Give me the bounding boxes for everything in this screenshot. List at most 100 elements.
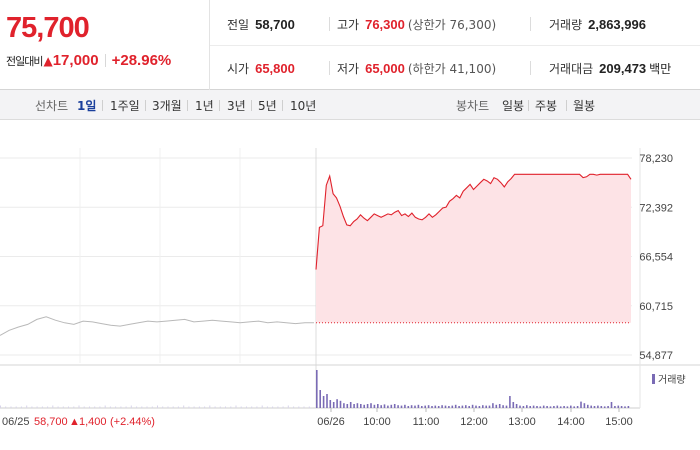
tab-1-year[interactable]: 1년 [195,99,214,113]
volume-bar [444,405,447,408]
volume-bar [414,405,416,408]
volume-bar [366,404,369,408]
volume-bar [62,406,64,408]
volume-bar [298,406,300,408]
y-tick-label: 66,554 [639,252,673,264]
volume-bar [451,405,454,408]
volume-bar [559,406,562,408]
chart-period-tabs: 선차트 1일 1주일 3개월 1년 3년 5년 10년 봉차트 일봉 주봉 월봉 [0,90,700,120]
volume-bar [441,405,443,408]
volume-bar [397,405,399,408]
volume-bar [407,406,410,408]
volume-bar [177,406,179,408]
volume-bar [583,403,586,408]
tab-weekly-candle[interactable]: 주봉 [535,99,558,113]
volume-bar [563,406,565,408]
volume-bar [570,405,572,408]
chart-svg: 78,230 72,392 66,554 60,715 54,877 거래량 06/25 58… [0,148,700,428]
volume-bar [225,406,226,408]
volume-bar [495,404,498,408]
volume-bar [387,405,389,408]
volume-bar [256,406,258,408]
tab-daily-candle[interactable]: 일봉 [502,99,525,113]
divider [104,54,106,67]
volume-label: 거래량 [549,17,583,32]
volume-bar [343,403,345,408]
volume-bar [322,396,325,408]
tab-1-day[interactable]: 1일 [77,99,97,113]
volume-bar [458,406,460,408]
low-label: 저가 [337,61,360,76]
volume-bar [465,405,467,408]
x-tick-label: 13:00 [508,416,536,428]
volume-bar [390,404,393,408]
volume-bar [136,406,138,408]
lower-limit: (하한가 41,100) [407,61,497,76]
volume-bar [353,404,355,408]
volume-bar [251,406,253,408]
volume-bar [393,404,396,408]
volume: 거래량 2,863,996 [549,14,646,34]
volume-bar [209,405,211,408]
volume-bar [346,404,349,408]
divider [329,61,330,75]
volume-bar [83,406,85,408]
volume-bar [539,406,542,408]
low-value: 65,000 [365,60,405,76]
tab-monthly-candle[interactable]: 월봉 [573,99,596,113]
candle-chart-label: 봉차트 [456,99,490,113]
volume-bar [529,406,531,408]
volume-bar [566,406,569,408]
today-price-line [315,173,632,270]
x-tick-label: 10:00 [363,416,391,428]
volume-bar [36,406,38,408]
volume-bar [41,406,43,408]
y-tick-label: 72,392 [639,202,673,214]
change-value: 17,000 [52,52,99,69]
volume-bar [461,405,464,408]
volume-bar [526,405,528,408]
trade-value-unit: 백만 [649,61,672,76]
tab-3-months[interactable]: 3개월 [152,99,182,113]
divider [219,100,220,111]
volume-bar [431,406,433,408]
trade-value-label: 거래대금 [549,61,594,76]
tab-1-week[interactable]: 1주일 [110,99,140,113]
volume-bar [600,406,603,408]
volume-bar [448,406,450,408]
volume-bar [373,404,376,408]
volume-bar [573,406,575,408]
volume-bar [261,405,263,408]
volume-bar [454,404,457,408]
volume-bar [468,406,470,408]
tab-10-years[interactable]: 10년 [290,99,317,113]
volume-bar [617,405,620,408]
volume-bar [235,405,237,408]
tab-3-years[interactable]: 3년 [227,99,246,113]
tab-5-years[interactable]: 5년 [258,99,277,113]
volume-bar [120,406,122,408]
x-tick-label: 12:00 [460,416,488,428]
prev-day-date: 06/25 [2,416,30,428]
volume-bar [434,405,437,408]
divider [530,61,531,75]
volume-bar [610,402,613,408]
volume-bar [104,405,106,408]
volume-bar [0,405,1,408]
volume-bar [607,406,609,408]
volume-bar [146,406,148,408]
volume-bar [266,406,268,408]
volume-bar [329,400,332,408]
volume-bar [427,405,430,408]
volume-bar [272,406,274,408]
volume-bar [536,406,538,408]
volume-bar [404,404,406,408]
volume-bar [549,406,552,408]
prev-day-close: 58,700 [34,416,68,428]
volume-bar [89,406,90,408]
prev-close: 전일 58,700 [227,14,295,34]
volume-bar [614,406,616,408]
volume-bar [115,406,117,408]
volume-bar [502,405,504,408]
trade-value-value: 209,473 [599,60,647,76]
